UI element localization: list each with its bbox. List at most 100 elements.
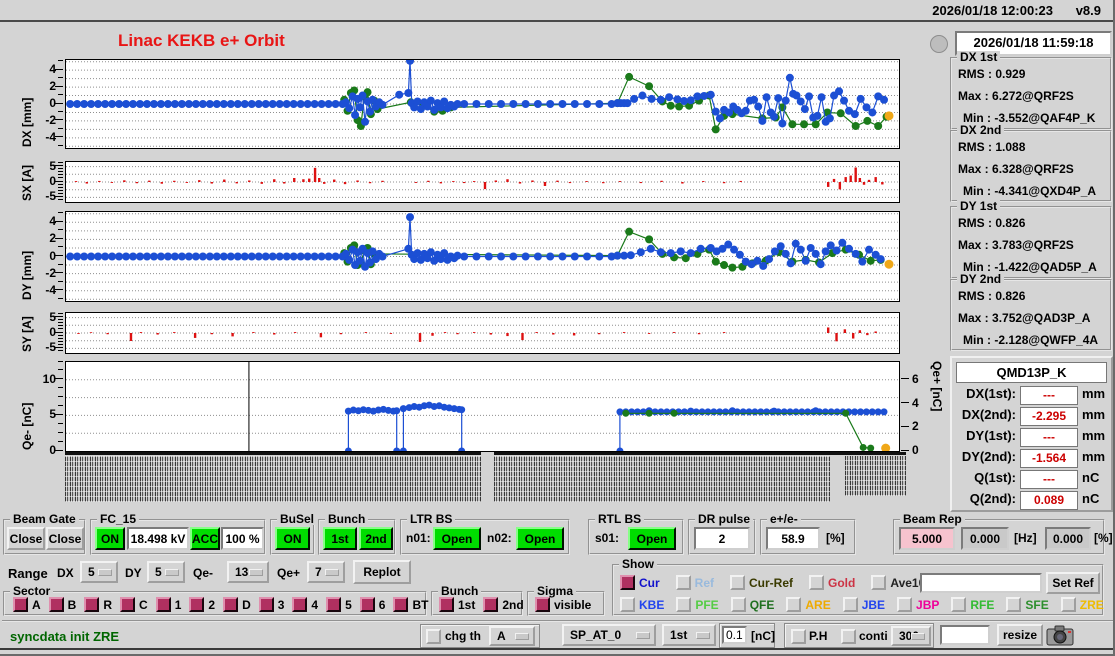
checkbox-r[interactable]: R	[84, 597, 112, 612]
checkbox-indicator[interactable]	[359, 597, 375, 612]
checkbox-indicator[interactable]	[951, 597, 967, 612]
range-qe-plus-menu[interactable]: 7	[307, 561, 345, 583]
checkbox-2[interactable]: 2	[189, 597, 215, 612]
checkbox-indicator[interactable]	[1006, 597, 1022, 612]
checkbox-indicator[interactable]	[620, 575, 635, 590]
checkbox-6[interactable]: 6	[359, 597, 385, 612]
y-tick-label: 0	[49, 248, 56, 263]
checkbox-jbp[interactable]: JBP	[897, 597, 939, 612]
checkbox-visible[interactable]: visible	[535, 597, 591, 612]
y-tick-label: 5	[49, 407, 56, 422]
ltr-n02-open-button[interactable]: Open	[516, 527, 564, 550]
ltr-n01-open-button[interactable]: Open	[433, 527, 481, 550]
checkbox-cur[interactable]: Cur	[620, 575, 660, 590]
checkbox-3[interactable]: 3	[258, 597, 284, 612]
rtl-bs-group: RTL BS s01: Open	[588, 513, 684, 555]
checkbox-indicator[interactable]	[120, 597, 136, 612]
count-input[interactable]	[940, 625, 990, 645]
ltr-bs-group: LTR BS n01: Open n02: Open	[400, 513, 570, 555]
checkbox-indicator[interactable]	[84, 597, 100, 612]
checkbox-indicator[interactable]	[730, 575, 746, 590]
checkbox-indicator[interactable]	[675, 575, 691, 590]
y-tick-label: 2	[49, 231, 56, 246]
axis-tick	[58, 340, 63, 342]
checkbox-indicator[interactable]	[809, 575, 825, 590]
checkbox-indicator[interactable]	[393, 597, 409, 612]
checkbox-ref[interactable]: Ref	[675, 575, 714, 590]
checkbox-indicator[interactable]	[258, 597, 274, 612]
resize-button[interactable]: resize	[997, 624, 1043, 646]
checkbox-1st[interactable]: 1st	[439, 597, 475, 612]
checkbox-ave10[interactable]: Ave10	[871, 575, 925, 590]
fc15-on-button[interactable]: ON	[95, 527, 125, 550]
bunch-2nd-button[interactable]: 2nd	[359, 527, 393, 550]
checkbox-kbe[interactable]: KBE	[620, 597, 664, 612]
bunch-menu[interactable]: 1st	[662, 624, 716, 646]
checkbox-indicator[interactable]	[155, 597, 171, 612]
checkbox-sfe[interactable]: SFE	[1006, 597, 1049, 612]
ph-label: P.H	[809, 629, 828, 643]
ph-checkbox[interactable]	[791, 629, 806, 644]
range-qe-minus-menu[interactable]: 13	[227, 561, 269, 583]
checkbox-indicator[interactable]	[189, 597, 205, 612]
checkbox-indicator[interactable]	[439, 597, 454, 612]
range-dy-menu[interactable]: 5	[147, 561, 185, 583]
checkbox-c[interactable]: C	[120, 597, 148, 612]
checkbox-indicator[interactable]	[620, 597, 635, 612]
rms-label: RMS :	[958, 67, 992, 81]
checkbox-rfe[interactable]: RFE	[951, 597, 994, 612]
beam-gate-group: Beam Gate Close Close	[3, 513, 86, 555]
checkbox-indicator[interactable]	[1060, 597, 1076, 612]
busel-on-button[interactable]: ON	[275, 527, 310, 550]
checkbox-bt[interactable]: BT	[393, 597, 428, 612]
checkbox-1[interactable]: 1	[155, 597, 181, 612]
checkbox-are[interactable]: ARE	[786, 597, 831, 612]
checkbox-indicator[interactable]	[326, 597, 342, 612]
axis-tick	[901, 402, 909, 404]
axis-tick	[58, 192, 63, 194]
range-dx-menu[interactable]: 5	[80, 561, 118, 583]
checkbox-indicator[interactable]	[676, 597, 692, 612]
conti-checkbox[interactable]	[841, 629, 856, 644]
chg-th-menu[interactable]: A	[489, 626, 535, 646]
checkbox-5[interactable]: 5	[326, 597, 352, 612]
checkbox-indicator[interactable]	[483, 597, 499, 612]
checkbox-jbe[interactable]: JBE	[842, 597, 885, 612]
screenshot-camera-icon[interactable]	[1046, 623, 1074, 647]
checkbox-cur-ref[interactable]: Cur-Ref	[730, 575, 793, 590]
beam-gate-close-1-button[interactable]: Close	[7, 527, 45, 550]
checkbox-gold[interactable]: Gold	[809, 575, 855, 590]
ref-name-input[interactable]	[920, 573, 1042, 593]
checkbox-indicator[interactable]	[897, 597, 913, 612]
checkbox-indicator[interactable]	[48, 597, 64, 612]
set-ref-button[interactable]: Set Ref	[1046, 572, 1100, 594]
checkbox-indicator[interactable]	[871, 575, 887, 590]
rtl-s01-open-button[interactable]: Open	[628, 527, 676, 550]
beam-gate-close-2-button[interactable]: Close	[46, 527, 84, 550]
checkbox-indicator[interactable]	[223, 597, 239, 612]
checkbox-b[interactable]: B	[48, 597, 76, 612]
threshold-input[interactable]	[722, 626, 747, 644]
checkbox-indicator[interactable]	[13, 597, 28, 612]
sp-menu[interactable]: SP_AT_0	[562, 624, 656, 646]
replot-button[interactable]: Replot	[353, 560, 411, 584]
fc15-acc-button[interactable]: ACC	[190, 527, 220, 550]
axis-tick	[58, 322, 63, 324]
checkbox-indicator[interactable]	[292, 597, 308, 612]
checkbox-pfe[interactable]: PFE	[676, 597, 719, 612]
checkbox-indicator[interactable]	[730, 597, 746, 612]
count-menu[interactable]: 300	[891, 626, 931, 646]
checkbox-indicator[interactable]	[535, 597, 550, 612]
checkbox-d[interactable]: D	[223, 597, 251, 612]
bunch-1st-button[interactable]: 1st	[323, 527, 357, 550]
checkbox-2nd[interactable]: 2nd	[483, 597, 524, 612]
checkbox-indicator[interactable]	[842, 597, 858, 612]
chg-th-checkbox[interactable]	[426, 629, 441, 644]
bunch-checkbox-row: 1st 2nd	[439, 597, 524, 612]
axis-tick	[58, 85, 63, 87]
checkbox-zre[interactable]: ZRE	[1060, 597, 1104, 612]
checkbox-4[interactable]: 4	[292, 597, 318, 612]
checkbox-indicator[interactable]	[786, 597, 802, 612]
checkbox-a[interactable]: A	[13, 597, 41, 612]
checkbox-qfe[interactable]: QFE	[730, 597, 774, 612]
